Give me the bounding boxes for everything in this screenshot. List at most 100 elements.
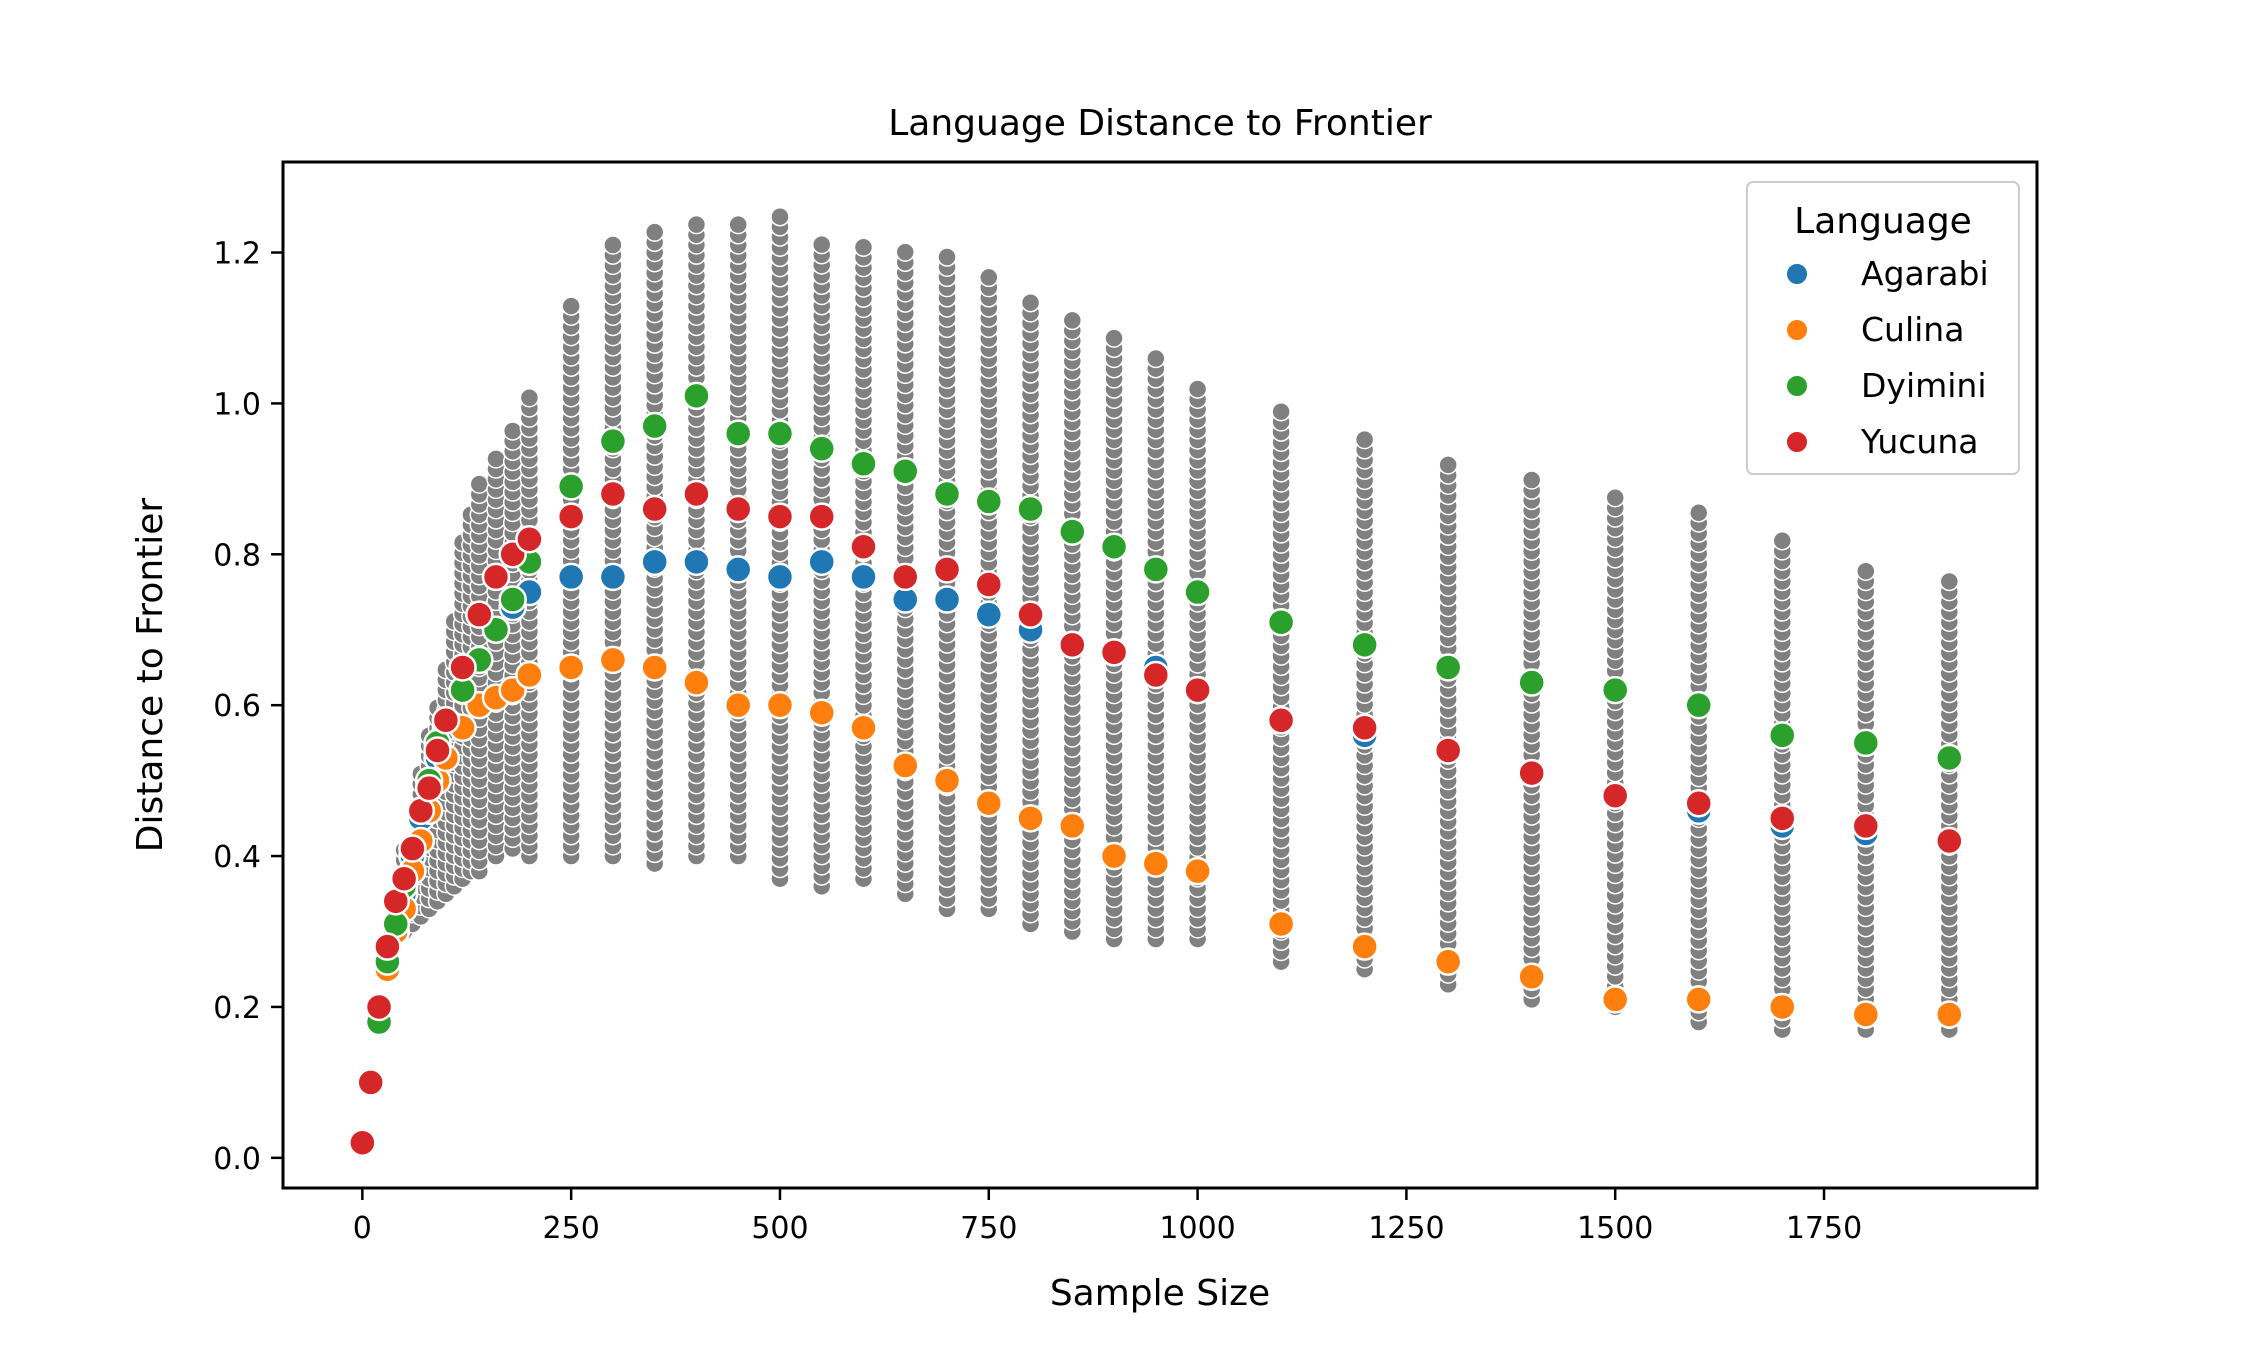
data-point-culina bbox=[1600, 985, 1630, 1014]
legend-marker-agarabi bbox=[1785, 262, 1809, 286]
data-point-yucuna bbox=[1266, 706, 1296, 735]
background-point bbox=[1187, 379, 1208, 399]
data-point-yucuna bbox=[1433, 736, 1463, 765]
background-point bbox=[1521, 470, 1542, 490]
background-point bbox=[561, 296, 581, 316]
data-point-yucuna bbox=[765, 502, 795, 531]
data-point-dyimini bbox=[723, 419, 753, 448]
y-axis-label: Distance to Frontier bbox=[130, 498, 171, 853]
data-point-culina bbox=[1058, 811, 1087, 841]
x-tick-label: 1250 bbox=[1368, 1211, 1444, 1246]
data-point-yucuna bbox=[1350, 713, 1379, 743]
background-point bbox=[853, 237, 874, 257]
data-point-culina bbox=[1099, 841, 1129, 871]
data-point-yucuna bbox=[974, 570, 1004, 599]
data-point-culina bbox=[765, 690, 795, 720]
data-point-agarabi bbox=[556, 562, 586, 592]
data-point-dyimini bbox=[974, 487, 1004, 516]
data-point-dyimini bbox=[498, 585, 527, 614]
data-point-yucuna bbox=[682, 479, 711, 509]
data-point-agarabi bbox=[974, 600, 1004, 629]
data-point-yucuna bbox=[515, 524, 544, 554]
data-point-dyimini bbox=[1058, 517, 1087, 546]
data-point-culina bbox=[807, 698, 836, 727]
x-tick-label: 500 bbox=[751, 1211, 808, 1246]
background-point bbox=[1020, 292, 1041, 313]
legend-label-agarabi: Agarabi bbox=[1861, 254, 1989, 293]
legend: Language Agarabi Culina Dyimini Yucuna bbox=[1746, 181, 2020, 475]
data-point-culina bbox=[1016, 804, 1045, 833]
legend-marker-culina bbox=[1785, 318, 1809, 342]
data-point-yucuna bbox=[932, 555, 962, 584]
data-point-yucuna bbox=[373, 932, 402, 961]
background-point bbox=[502, 421, 523, 441]
data-point-yucuna bbox=[891, 562, 920, 592]
series-points bbox=[348, 381, 1964, 1157]
x-tick-label: 250 bbox=[543, 1211, 600, 1246]
data-point-dyimini bbox=[1350, 630, 1379, 660]
background-point bbox=[979, 267, 999, 288]
data-point-yucuna bbox=[1768, 804, 1797, 833]
background-point bbox=[1605, 487, 1625, 508]
chart-title: Language Distance to Frontier bbox=[888, 103, 1432, 144]
legend-label-culina: Culina bbox=[1861, 310, 1964, 349]
data-point-culina bbox=[723, 690, 753, 720]
data-point-culina bbox=[974, 789, 1004, 818]
y-tick-label: 1.2 bbox=[213, 237, 261, 272]
data-point-yucuna bbox=[1935, 826, 1964, 856]
data-point-agarabi bbox=[598, 562, 628, 592]
background-point bbox=[486, 449, 506, 469]
x-tick-label: 1750 bbox=[1786, 1211, 1862, 1246]
data-point-yucuna bbox=[556, 502, 586, 531]
data-point-yucuna bbox=[1851, 811, 1881, 841]
background-points bbox=[394, 206, 1960, 1040]
data-point-dyimini bbox=[640, 411, 669, 441]
data-point-agarabi bbox=[765, 562, 795, 592]
x-tick-label: 1000 bbox=[1159, 1211, 1235, 1246]
data-point-yucuna bbox=[1517, 758, 1546, 788]
y-tick-label: 1.0 bbox=[213, 387, 261, 422]
data-point-yucuna bbox=[1016, 600, 1045, 629]
axes: 0 250 500 750 1000 1250 1500 1750 0.0 0.2 0.4 0.6 0.… bbox=[213, 160, 2039, 1246]
data-point-yucuna bbox=[1141, 660, 1171, 690]
y-tick-label: 0.6 bbox=[213, 689, 261, 724]
background-point bbox=[1438, 455, 1458, 475]
background-point bbox=[644, 222, 665, 242]
data-point-agarabi bbox=[723, 555, 753, 584]
data-point-dyimini bbox=[1099, 532, 1129, 561]
data-point-dyimini bbox=[1851, 728, 1881, 758]
legend-marker-yucuna bbox=[1785, 430, 1809, 454]
data-point-agarabi bbox=[849, 562, 878, 592]
y-tick-label: 0.4 bbox=[213, 840, 261, 875]
background-point bbox=[603, 235, 623, 255]
x-tick-label: 1500 bbox=[1577, 1211, 1653, 1246]
data-point-yucuna bbox=[348, 1128, 377, 1157]
data-point-culina bbox=[598, 645, 628, 675]
data-point-culina bbox=[556, 653, 586, 682]
data-point-dyimini bbox=[1517, 668, 1546, 697]
data-point-yucuna bbox=[1183, 675, 1212, 705]
data-point-yucuna bbox=[398, 834, 427, 863]
background-point bbox=[686, 214, 707, 235]
background-point bbox=[770, 206, 790, 227]
data-point-yucuna bbox=[389, 864, 419, 893]
background-point bbox=[469, 474, 490, 494]
data-point-dyimini bbox=[1600, 675, 1630, 705]
background-point bbox=[1104, 328, 1124, 348]
data-point-yucuna bbox=[1058, 630, 1087, 660]
data-point-yucuna bbox=[723, 494, 753, 524]
x-tick-label: 0 bbox=[353, 1211, 372, 1246]
data-point-dyimini bbox=[1684, 690, 1713, 720]
data-point-dyimini bbox=[891, 457, 920, 486]
data-point-dyimini bbox=[1768, 721, 1797, 750]
legend-title: Language bbox=[1794, 201, 1972, 242]
data-point-dyimini bbox=[807, 434, 836, 463]
data-point-dyimini bbox=[765, 419, 795, 448]
data-point-culina bbox=[1935, 1000, 1964, 1029]
background-point bbox=[895, 242, 916, 262]
data-point-culina bbox=[515, 660, 544, 690]
data-point-culina bbox=[1183, 856, 1212, 886]
data-point-agarabi bbox=[682, 547, 711, 577]
data-point-yucuna bbox=[465, 600, 494, 629]
data-point-dyimini bbox=[1433, 653, 1463, 682]
